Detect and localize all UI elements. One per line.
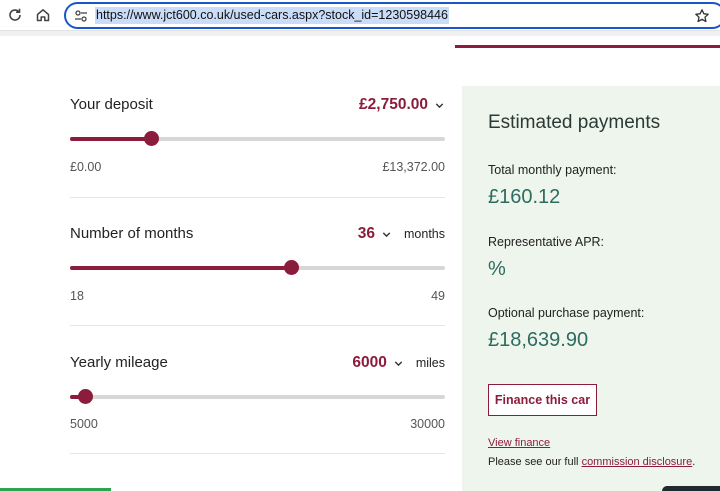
mileage-unit: miles [415, 356, 445, 370]
browser-toolbar: https://www.jct600.co.uk/used-cars.aspx?… [0, 0, 720, 31]
mileage-min: 5000 [70, 417, 98, 431]
bookmark-star-icon[interactable] [694, 8, 710, 24]
loading-indicator [0, 488, 111, 491]
months-fill [70, 266, 292, 270]
months-dropdown[interactable]: 36 months [358, 225, 445, 243]
months-max: 49 [431, 289, 445, 303]
monthly-payment-label: Total monthly payment: [488, 163, 617, 177]
chevron-down-icon [382, 231, 391, 237]
section-divider [70, 453, 445, 454]
reload-icon[interactable] [5, 5, 25, 25]
mileage-track[interactable] [70, 389, 445, 404]
months-min: 18 [70, 289, 84, 303]
deposit-label: Your deposit [70, 96, 153, 113]
deposit-dropdown[interactable]: £2,750.00 [359, 96, 445, 114]
chevron-down-icon [394, 360, 403, 366]
months-label: Number of months [70, 225, 194, 242]
disclosure-prefix: Please see our full [488, 456, 579, 468]
home-icon[interactable] [33, 5, 53, 25]
estimated-payments-panel: Estimated payments Total monthly payment… [462, 86, 720, 491]
optional-payment-value: £18,639.90 [488, 329, 589, 351]
deposit-value: £2,750.00 [359, 96, 428, 113]
apr-label: Representative APR: [488, 235, 605, 249]
deposit-thumb[interactable] [143, 131, 159, 146]
deposit-max: £13,372.00 [382, 160, 445, 174]
section-divider [70, 325, 445, 326]
panel-title: Estimated payments [488, 112, 661, 133]
deposit-track[interactable] [70, 131, 445, 146]
mileage-dropdown[interactable]: 6000 miles [352, 354, 445, 372]
mileage-slider-block: Yearly mileage 6000 miles 5000 30000 [70, 354, 445, 444]
disclosure-text: Please see our full commission disclosur… [488, 456, 695, 468]
commission-disclosure-link[interactable]: commission disclosure [581, 456, 693, 468]
chevron-down-icon [435, 102, 444, 108]
apr-value: % [488, 258, 506, 280]
deposit-slider-block: Your deposit £2,750.00 £0.00 £13,372.00 [70, 96, 445, 186]
months-track[interactable] [70, 260, 445, 275]
months-unit: months [404, 227, 445, 241]
optional-payment-label: Optional purchase payment: [488, 306, 645, 320]
section-divider [70, 197, 445, 198]
page-top-band [0, 31, 720, 36]
mileage-label: Yearly mileage [70, 354, 168, 371]
accent-rule [455, 45, 720, 48]
disclosure-suffix: . [692, 456, 696, 468]
finance-this-car-button[interactable]: Finance this car [488, 384, 597, 416]
floating-widget-edge[interactable] [662, 486, 720, 491]
monthly-payment-value: £160.12 [488, 186, 561, 208]
deposit-fill [70, 137, 151, 141]
address-bar[interactable]: https://www.jct600.co.uk/used-cars.aspx?… [64, 2, 720, 29]
url-text[interactable]: https://www.jct600.co.uk/used-cars.aspx?… [95, 7, 449, 24]
months-slider-block: Number of months 36 months 18 49 [70, 225, 445, 315]
site-info-icon[interactable] [73, 8, 89, 24]
mileage-max: 30000 [410, 417, 445, 431]
view-finance-link[interactable]: View finance [488, 437, 551, 449]
months-value: 36 [357, 225, 375, 242]
mileage-value: 6000 [352, 354, 387, 371]
deposit-min: £0.00 [70, 160, 102, 174]
months-thumb[interactable] [283, 260, 299, 275]
mileage-thumb[interactable] [77, 389, 93, 404]
